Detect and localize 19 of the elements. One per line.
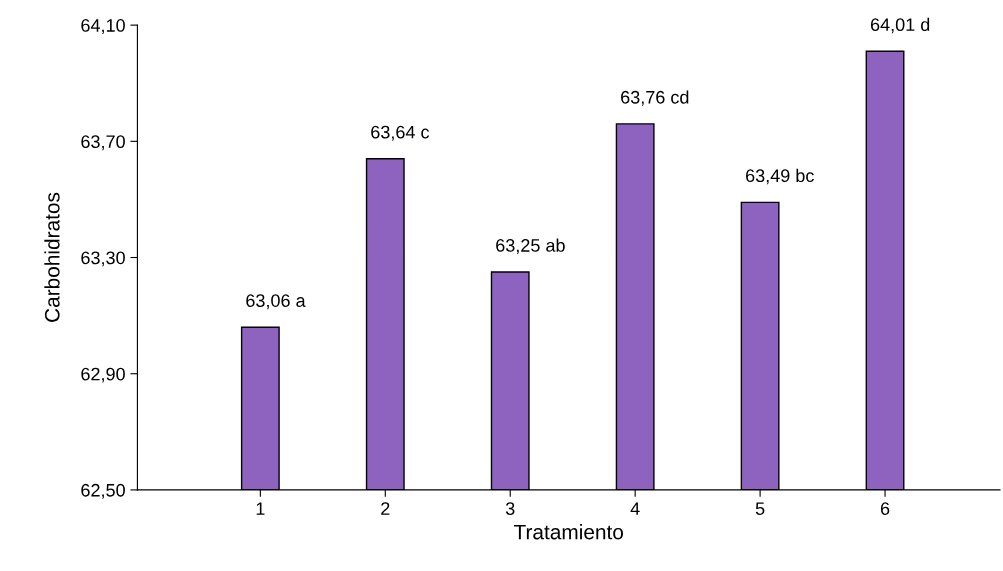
y-tick-label: 62,90 (81, 367, 125, 383)
x-tick-label: 4 (630, 502, 640, 515)
y-tick-label: 63,70 (81, 135, 125, 151)
x-tick-label: 3 (505, 502, 515, 515)
data-label: 63,25 ab (496, 238, 565, 254)
y-tick-label: 64,10 (81, 19, 125, 34)
data-label: 63,06 a (246, 294, 306, 310)
x-axis-title: Tratamiento (513, 524, 624, 540)
data-label: 63,76 cd (621, 90, 689, 106)
data-label: 63,64 c (371, 125, 430, 141)
x-tick-label: 2 (381, 502, 390, 515)
data-label: 63,49 bc (746, 168, 814, 185)
x-tick-label: 1 (256, 502, 265, 515)
data-label: 64,01 d (870, 17, 930, 34)
y-tick-label: 63,30 (81, 251, 125, 267)
y-tick-label: 62,50 (81, 483, 125, 499)
x-tick-label: 6 (880, 502, 890, 515)
y-axis-title: Carbohidratos (44, 192, 60, 322)
x-tick-label: 5 (755, 502, 765, 515)
